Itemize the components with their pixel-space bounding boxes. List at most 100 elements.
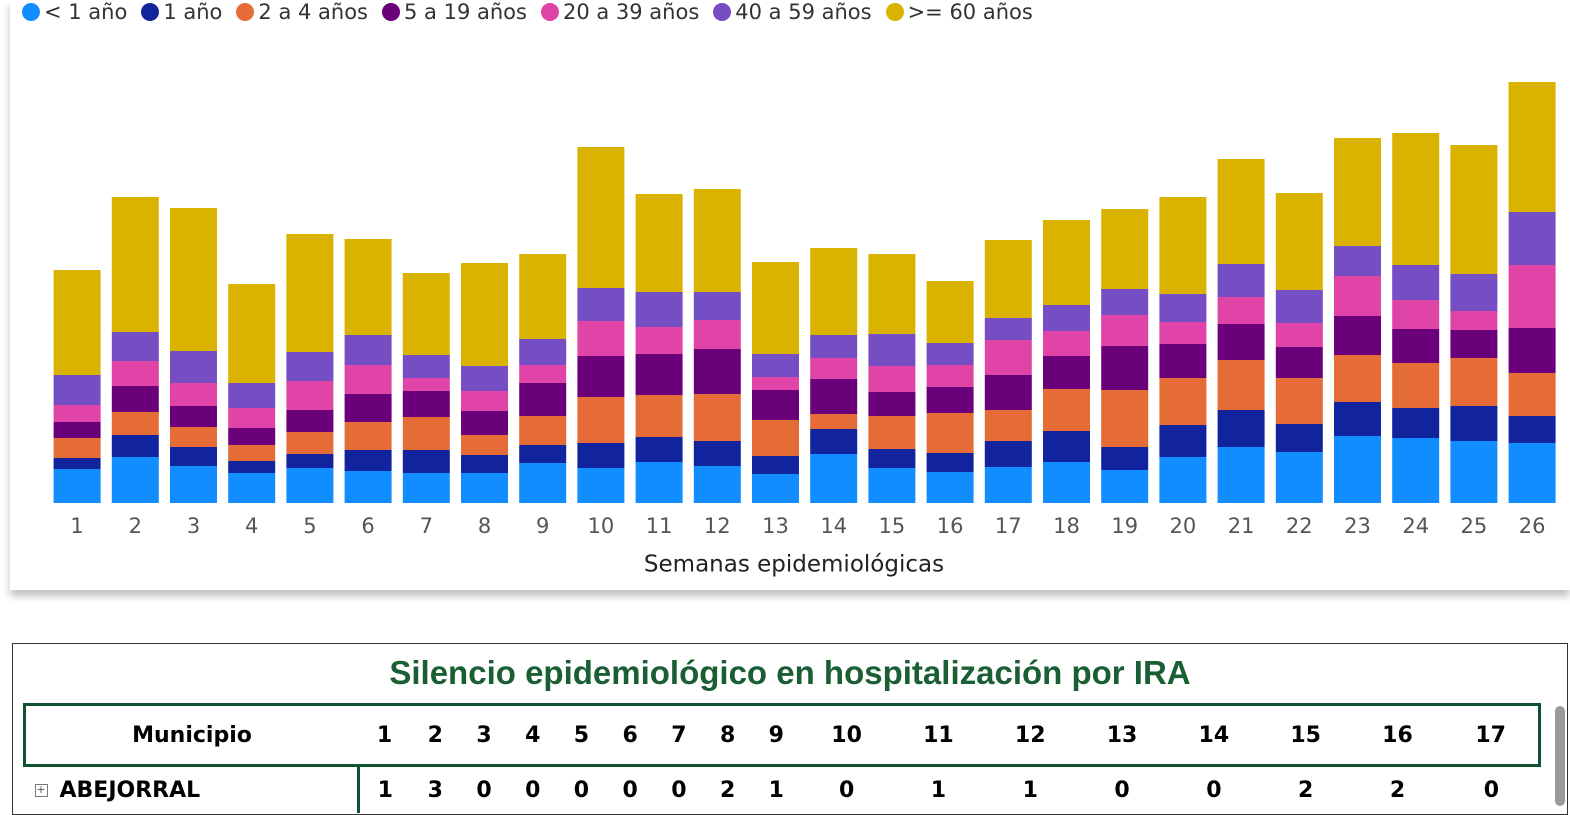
bar-segment: [1101, 447, 1149, 470]
cell-text: 0: [476, 777, 492, 803]
bar-segment: [228, 445, 276, 461]
legend-item[interactable]: < 1 año: [22, 0, 127, 24]
scrollbar[interactable]: [1555, 706, 1565, 806]
bar-segment: [693, 320, 741, 349]
bar-segment: [461, 411, 508, 435]
cell-text: 0: [1114, 777, 1130, 803]
header-cell: 3: [459, 703, 509, 767]
bar-segment: [693, 292, 741, 320]
bar-segment: [984, 441, 1032, 467]
bar-segment: [1275, 323, 1323, 347]
bar-segment: [868, 416, 916, 449]
table-cell: 0: [655, 766, 704, 814]
bar-segment: [1101, 390, 1149, 447]
header-cell: 4: [508, 703, 558, 767]
header-cell: 2: [410, 703, 460, 767]
bar-segment: [1508, 265, 1556, 328]
bar-segment: [111, 361, 159, 386]
x-tick-label: 9: [536, 514, 549, 538]
bar-segment: [1450, 330, 1498, 358]
bar-segment: [519, 463, 567, 503]
x-tick-label: 26: [1519, 514, 1546, 538]
bar-segment: [53, 270, 101, 375]
bar-segment: [810, 358, 858, 379]
bar-segment: [1392, 438, 1440, 503]
legend-item[interactable]: >= 60 años: [885, 0, 1033, 24]
table-card: Silencio epidemiológico en hospitalizaci…: [12, 643, 1568, 815]
bar-segment: [635, 327, 683, 354]
bar-segment: [1508, 328, 1556, 373]
header-cell: 6: [605, 703, 655, 767]
legend-item[interactable]: 5 a 19 años: [382, 0, 527, 24]
bar-segment: [1043, 389, 1090, 431]
bar-segment: [286, 352, 334, 381]
bar-segment: [1043, 220, 1090, 305]
header-cell: 10: [800, 703, 893, 767]
header-cell: 13: [1076, 703, 1168, 767]
table-cell: 0: [1076, 766, 1168, 814]
legend-swatch: [885, 3, 904, 21]
bar-segment: [1043, 331, 1090, 356]
cell-text: 2: [1389, 777, 1406, 803]
bar-segment: [1217, 360, 1265, 410]
cell-text: 0: [1206, 777, 1222, 803]
header-cell: Municipio: [23, 703, 358, 767]
cell-text: 1: [1022, 777, 1038, 803]
bar-segment: [1159, 457, 1207, 503]
bar-segment: [1217, 410, 1265, 447]
x-tick-label: 21: [1228, 514, 1255, 538]
bar-segment: [228, 284, 276, 383]
header-cell: 12: [984, 703, 1077, 767]
bar-segment: [286, 468, 334, 503]
bar-segment: [344, 422, 392, 450]
cell-text: 0: [573, 777, 590, 803]
bar-segment: [984, 410, 1032, 441]
table-cell: 2: [703, 766, 752, 814]
x-tick-label: 15: [879, 514, 906, 538]
bar-segment: [1392, 408, 1440, 438]
bar-segment: [53, 422, 101, 438]
bar-segment: [1217, 324, 1265, 360]
x-axis-title: Semanas epidemiológicas: [644, 552, 944, 578]
legend-item[interactable]: 20 a 39 años: [540, 0, 699, 24]
legend-swatch: [236, 3, 255, 21]
x-tick-label: 4: [245, 514, 258, 538]
legend-item[interactable]: 40 a 59 años: [713, 0, 872, 24]
bar-segment: [1217, 447, 1265, 503]
bar-segment: [635, 354, 683, 395]
bar-segment: [810, 379, 858, 414]
legend-item[interactable]: 2 a 4 años: [236, 0, 368, 24]
bar-segment: [1392, 265, 1440, 300]
cell-text: ABEJORRAL: [59, 777, 201, 803]
table-cell: 0: [460, 766, 509, 814]
legend-label: 40 a 59 años: [735, 0, 872, 24]
bar-segment: [635, 395, 683, 437]
legend-label: < 1 año: [44, 0, 128, 24]
bar-segment: [286, 432, 334, 454]
cell-text: 2: [1298, 777, 1314, 803]
legend-swatch: [540, 3, 559, 21]
table-cell: 2: [1352, 766, 1444, 814]
table-cell: 3: [411, 766, 460, 814]
bar-segment: [461, 263, 508, 366]
bar-segment: [1450, 441, 1498, 503]
bar-segment: [1159, 344, 1207, 378]
bar-segment: [752, 456, 799, 474]
legend-label: 5 a 19 años: [404, 0, 527, 24]
bar-segment: [1043, 462, 1090, 503]
table-title: Silencio epidemiológico en hospitalizaci…: [389, 654, 1191, 691]
x-tick-label: 14: [820, 514, 847, 538]
table-cell: 1: [358, 766, 411, 814]
bar-segment: [1450, 311, 1498, 330]
bar-segment: [1275, 424, 1323, 452]
cell-text: 0: [838, 777, 855, 803]
bar-segment: [984, 240, 1032, 318]
x-tick-label: 3: [187, 514, 200, 538]
bar-segment: [1217, 297, 1265, 324]
bar-segment: [1508, 373, 1556, 416]
bar-segment: [286, 454, 334, 468]
expand-icon[interactable]: +: [34, 783, 48, 797]
chart-card: < 1 año 1 año 2 a 4 años 5 a 19 años 20 a 39…: [10, 0, 1570, 590]
bar-segment: [53, 469, 101, 503]
legend-item[interactable]: 1 año: [141, 0, 222, 24]
